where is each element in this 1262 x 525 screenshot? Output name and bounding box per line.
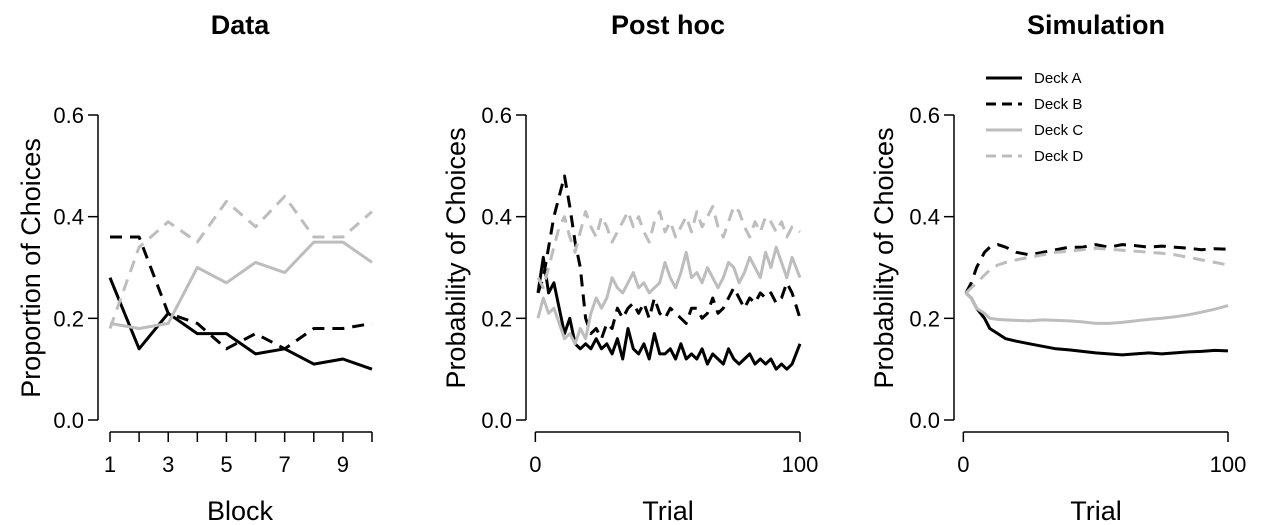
series-line-deck-c [536,245,802,346]
y-tick-label: 0.4 [909,205,940,230]
legend-label: Deck B [1034,96,1082,113]
legend: Deck A Deck B Deck C Deck D [986,70,1083,165]
series-line-deck-a [964,291,1229,357]
x-tick-label: 1 [104,452,116,477]
series-line-deck-b [536,174,802,341]
x-tick-label: 100 [1210,452,1247,477]
y-tick-label: 0.6 [481,103,512,128]
x-axis-label: Trial [1070,496,1122,525]
x-axis-label: Trial [642,496,694,525]
panel-simulation: Simulation Probability of Choices Trial … [869,10,1246,525]
plot-area: 0.0 0.2 0.4 0.6 1 3 5 7 9 [53,103,373,477]
legend-label: Deck C [1034,122,1083,139]
x-tick-label: 5 [220,452,232,477]
plot-area: 0.0 0.2 0.4 0.6 0 100 [909,103,1246,477]
panel-title: Data [211,10,271,40]
series-line-deck-d [108,194,373,330]
x-tick-label: 3 [162,452,174,477]
series-line-deck-c [964,291,1229,325]
panel-post-hoc: Post hoc Probability of Choices Trial 0.… [441,10,818,525]
y-tick-label: 0.2 [53,306,84,331]
y-tick-label: 0.4 [481,205,512,230]
x-tick-label: 7 [279,452,291,477]
plot-area: 0.0 0.2 0.4 0.6 0 100 [481,103,818,477]
y-tick-label: 0.0 [53,408,84,433]
y-tick-label: 0.0 [481,408,512,433]
x-tick-label: 0 [529,452,541,477]
y-tick-label: 0.2 [481,306,512,331]
panel-data: Data Proportion of Choices Block 0.00.20… [16,10,373,525]
x-tick-label: 100 [782,452,819,477]
y-tick-label: 0.2 [909,306,940,331]
legend-label: Deck D [1034,148,1083,165]
y-tick-label: 0.6 [53,103,84,128]
x-tick-label: 9 [337,452,349,477]
series-line-deck-a [108,277,373,371]
legend-label: Deck A [1034,70,1082,87]
series-line-deck-b [110,235,373,351]
series-line-deck-d [536,205,801,290]
y-tick-label: 0.0 [909,408,940,433]
y-axis-label: Probability of Choices [441,127,471,388]
series-line-deck-a [536,255,802,371]
y-tick-label: 0.6 [909,103,940,128]
panel-title: Post hoc [611,10,725,40]
y-tick-label: 0.4 [53,205,84,230]
series-line-deck-c [109,240,373,330]
x-axis-label: Block [207,496,274,525]
y-axis-label: Probability of Choices [869,127,899,388]
series-line-deck-b [964,243,1229,294]
series-line-deck-d [964,246,1229,294]
y-axis-label: Proportion of Choices [16,138,46,398]
x-tick-label: 0 [957,452,969,477]
panel-title: Simulation [1027,10,1165,40]
